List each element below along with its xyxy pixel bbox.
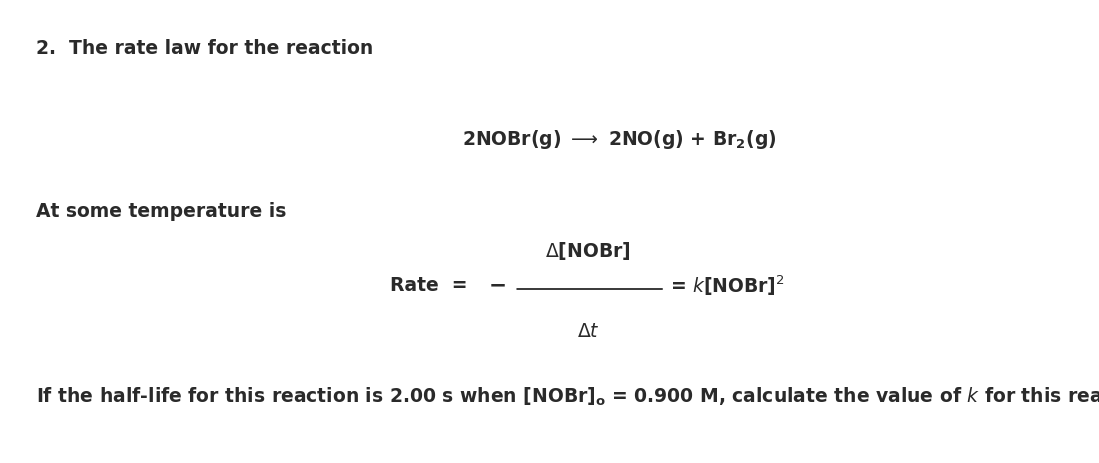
- Text: Rate  =: Rate =: [390, 275, 468, 294]
- Text: 2.  The rate law for the reaction: 2. The rate law for the reaction: [36, 39, 374, 58]
- Text: = $k$[NOBr]$^2$: = $k$[NOBr]$^2$: [670, 273, 785, 297]
- Text: At some temperature is: At some temperature is: [36, 201, 287, 220]
- Text: −: −: [489, 275, 507, 295]
- Text: If the half-life for this reaction is 2.00 s when [NOBr]$_\mathregular{o}$ = 0.9: If the half-life for this reaction is 2.…: [36, 385, 1099, 407]
- Text: 2NOBr(g) $\longrightarrow$ 2NO(g) + Br$_\mathregular{2}$(g): 2NOBr(g) $\longrightarrow$ 2NO(g) + Br$_…: [462, 127, 776, 150]
- Text: $\Delta t$: $\Delta t$: [577, 322, 599, 340]
- Text: $\Delta$[NOBr]: $\Delta$[NOBr]: [545, 239, 631, 261]
